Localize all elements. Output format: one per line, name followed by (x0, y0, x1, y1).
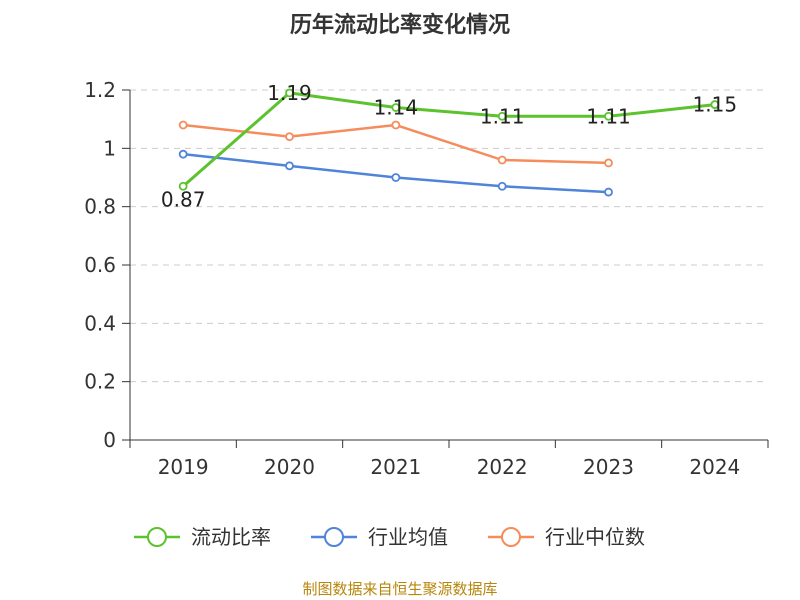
legend-marker (147, 527, 167, 547)
legend-label: 流动比率 (191, 525, 271, 549)
source-note: 制图数据来自恒生聚源数据库 (302, 580, 497, 598)
y-tick-label: 1 (103, 136, 116, 160)
data-label: 1.14 (374, 96, 419, 120)
data-point (710, 100, 720, 109)
legend-label: 行业中位数 (545, 525, 645, 549)
data-label: 1.19 (267, 81, 312, 105)
data-label: 0.87 (161, 187, 206, 211)
data-point (178, 149, 188, 159)
data-label: 1.11 (480, 104, 525, 128)
data-point (285, 88, 294, 98)
series-line-0 (182, 91, 715, 188)
legend-item-2[interactable]: 行业中位数 (488, 525, 645, 549)
data-point (604, 111, 613, 121)
x-tick-label: 2022 (477, 455, 528, 479)
data-point (178, 120, 188, 130)
y-tick-label: 0 (103, 428, 116, 452)
data-point (391, 120, 401, 130)
x-tick-label: 2019 (158, 455, 209, 479)
series-layer (178, 88, 720, 197)
legend-item-0[interactable]: 流动比率 (134, 525, 271, 549)
data-point (391, 173, 401, 182)
data-point (497, 181, 507, 191)
y-tick-label: 0.4 (84, 311, 116, 335)
grid-lines (130, 89, 768, 383)
x-tick-label: 2024 (689, 455, 740, 479)
data-point (497, 111, 507, 121)
data-point (285, 132, 294, 142)
data-point (391, 103, 401, 112)
legend-marker (501, 527, 521, 547)
data-point (497, 155, 507, 165)
legend: 流动比率 行业均值 行业中位数 (134, 525, 645, 549)
x-tick-label: 2023 (583, 455, 634, 479)
y-tick-label: 0.6 (84, 253, 116, 277)
data-labels: 0.87 1.19 1.14 1.11 1.11 1.15 (161, 81, 737, 211)
data-point (285, 161, 294, 171)
data-point (604, 187, 613, 197)
axes: 0 0.2 0.4 0.6 0.8 1 1.2 2019 2020 2021 2022 2023 202… (84, 78, 769, 479)
legend-marker (324, 527, 344, 547)
data-label: 1.11 (586, 104, 631, 128)
x-tick-label: 2020 (264, 455, 315, 479)
legend-label: 行业均值 (368, 525, 448, 549)
data-point (178, 181, 188, 191)
y-tick-label: 1.2 (84, 78, 116, 102)
chart-title: 历年流动比率变化情况 (290, 12, 510, 38)
data-point (604, 158, 613, 168)
legend-item-1[interactable]: 行业均值 (311, 525, 448, 549)
data-label: 1.15 (693, 93, 738, 117)
y-tick-label: 0.8 (84, 195, 116, 219)
x-tick-label: 2021 (370, 455, 421, 479)
y-tick-label: 0.2 (84, 370, 116, 394)
